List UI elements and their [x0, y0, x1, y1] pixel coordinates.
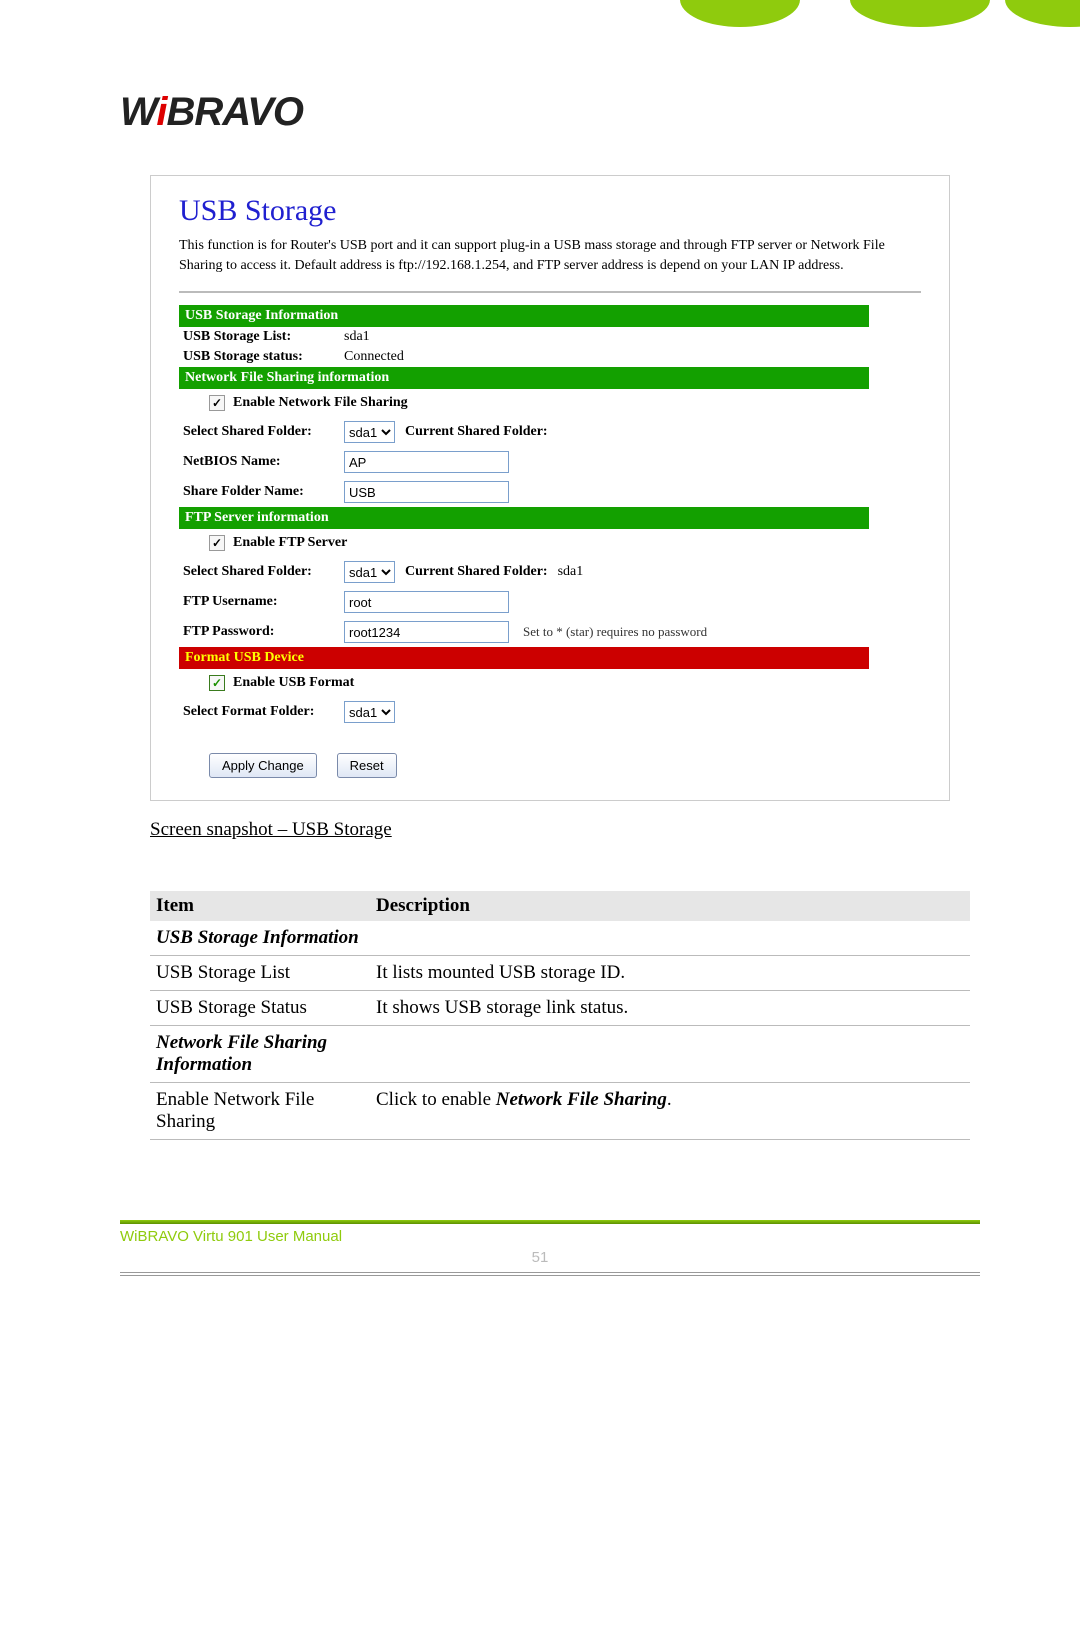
usb-list-label: USB Storage List: [179, 329, 344, 345]
ftp-current-folder-value: sda1 [558, 564, 584, 580]
page-footer: WiBRAVO Virtu 901 User Manual 51 [0, 1220, 1080, 1276]
share-folder-input[interactable] [344, 481, 509, 503]
panel-description: This function is for Router's USB port a… [179, 236, 921, 275]
row-share-folder-name: Share Folder Name: [179, 477, 869, 507]
footer-manual-name: WiBRAVO Virtu 901 User Manual [120, 1228, 1080, 1245]
usb-list-value: sda1 [344, 329, 869, 345]
row-netbios: NetBIOS Name: [179, 447, 869, 477]
section-format-usb: Format USB Device [179, 647, 869, 669]
panel-title: USB Storage [179, 194, 921, 228]
enable-format-checkbox[interactable]: ✓ [209, 675, 225, 691]
description-table: Item Description USB Storage Information… [150, 891, 970, 1140]
netbios-input[interactable] [344, 451, 509, 473]
col-description: Description [370, 891, 970, 921]
usb-storage-screenshot: USB Storage This function is for Router'… [150, 175, 950, 801]
wibravo-logo: WiBRAVO [120, 90, 980, 135]
table-row: Network File Sharing Information [150, 1026, 970, 1083]
format-folder-dropdown[interactable]: sda1 [344, 701, 395, 723]
header-decoration [680, 0, 1080, 50]
section-nfs-info: Network File Sharing information [179, 367, 869, 389]
ftp-current-folder-label: Current Shared Folder: [405, 564, 548, 580]
nfs-select-folder-label: Select Shared Folder: [179, 424, 344, 440]
reset-button[interactable]: Reset [337, 753, 397, 778]
row-enable-nfs: ✓ Enable Network File Sharing [179, 389, 869, 417]
netbios-label: NetBIOS Name: [179, 454, 344, 470]
row-ftp-username: FTP Username: [179, 587, 869, 617]
usb-status-label: USB Storage status: [179, 349, 344, 365]
divider [179, 291, 921, 293]
row-usb-list: USB Storage List: sda1 [179, 327, 869, 347]
format-folder-label: Select Format Folder: [179, 704, 344, 720]
ftp-select-folder-label: Select Shared Folder: [179, 564, 344, 580]
table-row: USB Storage ListIt lists mounted USB sto… [150, 956, 970, 991]
ftp-password-label: FTP Password: [179, 624, 344, 640]
row-enable-ftp: ✓ Enable FTP Server [179, 529, 869, 557]
apply-change-button[interactable]: Apply Change [209, 753, 317, 778]
table-row: Enable Network File Sharing Click to ena… [150, 1083, 970, 1140]
row-nfs-shared-folder: Select Shared Folder: sda1 Current Share… [179, 417, 869, 447]
enable-format-label: Enable USB Format [233, 675, 354, 691]
enable-nfs-label: Enable Network File Sharing [233, 395, 408, 411]
enable-ftp-label: Enable FTP Server [233, 535, 347, 551]
enable-ftp-checkbox[interactable]: ✓ [209, 535, 225, 551]
nfs-select-folder-dropdown[interactable]: sda1 [344, 421, 395, 443]
col-item: Item [150, 891, 370, 921]
row-ftp-shared-folder: Select Shared Folder: sda1 Current Share… [179, 557, 869, 587]
nfs-current-folder-label: Current Shared Folder: [405, 424, 548, 440]
ftp-select-folder-dropdown[interactable]: sda1 [344, 561, 395, 583]
section-usb-storage-info: USB Storage Information [179, 305, 869, 327]
page-number: 51 [0, 1249, 1080, 1266]
screenshot-caption: Screen snapshot – USB Storage [150, 819, 980, 841]
enable-nfs-checkbox[interactable]: ✓ [209, 395, 225, 411]
row-format-folder: Select Format Folder: sda1 [179, 697, 869, 727]
ftp-username-input[interactable] [344, 591, 509, 613]
row-usb-status: USB Storage status: Connected [179, 347, 869, 367]
row-ftp-password: FTP Password: Set to * (star) requires n… [179, 617, 869, 647]
table-row: USB Storage StatusIt shows USB storage l… [150, 991, 970, 1026]
ftp-password-hint: Set to * (star) requires no password [523, 624, 707, 640]
section-ftp-info: FTP Server information [179, 507, 869, 529]
row-enable-format: ✓ Enable USB Format [179, 669, 869, 697]
ftp-username-label: FTP Username: [179, 594, 344, 610]
share-folder-label: Share Folder Name: [179, 484, 344, 500]
usb-status-value: Connected [344, 349, 869, 365]
ftp-password-input[interactable] [344, 621, 509, 643]
table-row: USB Storage Information [150, 921, 970, 956]
